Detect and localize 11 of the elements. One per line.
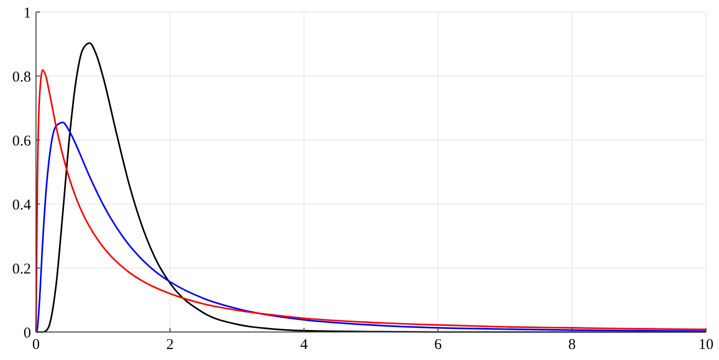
y-tick-label: 0.8: [12, 69, 31, 86]
x-tick-label: 6: [434, 337, 442, 353]
x-tick-label: 4: [300, 337, 308, 353]
y-tick-label: 0: [24, 325, 31, 342]
y-tick-label: 0.4: [12, 197, 32, 214]
x-tick-label: 8: [568, 337, 576, 353]
y-tick-label: 1: [24, 5, 31, 22]
y-tick-label: 0.2: [12, 261, 31, 278]
x-tick-label: 2: [166, 337, 174, 353]
x-tick-label: 10: [698, 337, 714, 353]
y-tick-label: 0.6: [12, 133, 32, 150]
